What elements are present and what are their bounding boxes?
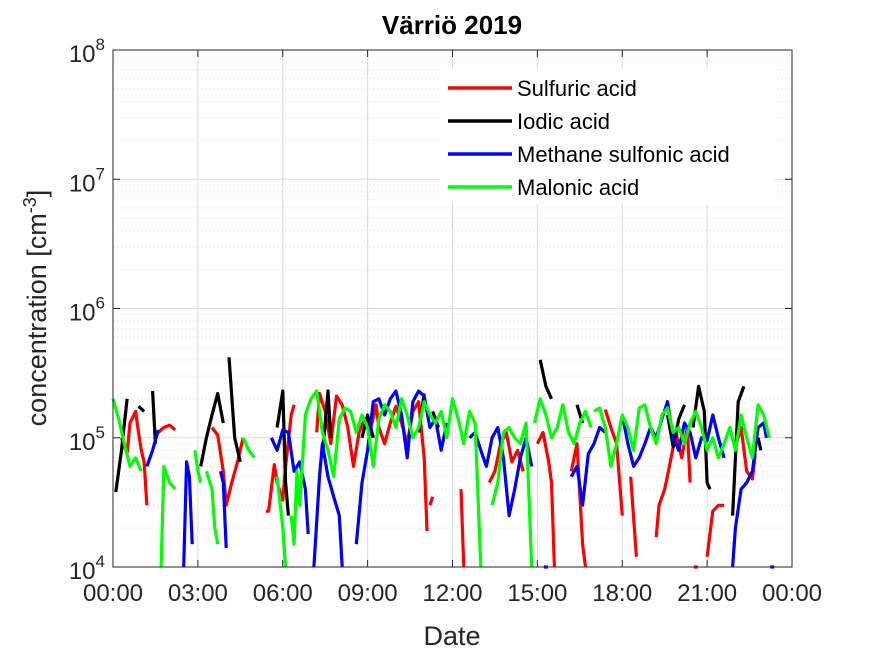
legend-label: Sulfuric acid — [517, 76, 637, 101]
x-axis-label: Date — [423, 621, 480, 651]
ticks: 00:00 03:00 06:00 09:00 12:00 15:00 18:00 21:00… — [69, 35, 822, 607]
series-line — [665, 404, 686, 449]
x-tick-label: 12:00 — [422, 580, 482, 607]
series-line — [629, 476, 638, 557]
series-line — [289, 389, 483, 568]
series-line — [193, 450, 203, 483]
x-tick-label: 09:00 — [338, 580, 398, 607]
y-axis-label: concentration [cm-3] — [20, 190, 52, 427]
series-line — [218, 470, 228, 549]
series-malonic-acid — [111, 389, 771, 568]
series-line — [312, 442, 344, 568]
series-line — [111, 398, 143, 472]
series-line — [459, 489, 466, 568]
series-line — [269, 428, 310, 535]
y-axis-label-exponent: -3 — [20, 197, 40, 213]
series-line — [159, 464, 177, 568]
series-line — [428, 496, 435, 506]
y-axis-label-close: ] — [22, 190, 52, 198]
x-tick-label: 18:00 — [592, 580, 652, 607]
series-line — [204, 470, 220, 545]
legend-label: Malonic acid — [517, 175, 639, 200]
series-line — [691, 384, 712, 490]
legend-label: Methane sulfonic acid — [517, 142, 730, 167]
series-line — [354, 389, 449, 545]
series-line — [532, 397, 593, 446]
y-tick-label: 108 — [69, 35, 105, 68]
series-methane-sulfonic-acid — [145, 389, 775, 569]
x-tick-label: 06:00 — [253, 580, 313, 607]
y-tick-label: 106 — [69, 294, 105, 327]
series-line — [731, 421, 769, 568]
series-line — [603, 409, 624, 516]
series-line — [487, 430, 525, 484]
series-line — [620, 400, 726, 468]
series-line — [569, 425, 607, 507]
chart-title: Värriö 2019 — [382, 10, 522, 40]
series-line — [731, 385, 746, 516]
series-line — [227, 357, 242, 463]
legend: Sulfuric acid Iodic acid Methane sulfonic … — [440, 68, 775, 204]
series-line — [182, 460, 194, 568]
series-line — [275, 389, 290, 516]
x-tick-label: 00:00 — [762, 580, 822, 607]
series-line — [199, 391, 225, 467]
legend-label: Iodic acid — [517, 109, 610, 134]
y-tick-label: 105 — [69, 423, 105, 456]
series-line — [705, 503, 725, 557]
series-line — [468, 425, 534, 518]
legend-background — [440, 68, 775, 204]
series-line — [535, 430, 556, 568]
y-tick-label: 104 — [69, 552, 105, 585]
x-tick-label: 15:00 — [507, 580, 567, 607]
plot-area — [111, 357, 775, 569]
series-line — [490, 421, 534, 568]
series-line — [275, 476, 288, 568]
series-line — [210, 426, 245, 507]
series-line — [119, 409, 149, 506]
series-iodic-acid — [114, 357, 763, 516]
series-line — [538, 359, 553, 400]
y-tick-label: 107 — [69, 164, 105, 197]
x-tick-label: 00:00 — [83, 580, 143, 607]
series-line — [593, 403, 771, 468]
series-line — [241, 437, 256, 459]
y-axis-label-text: concentration [cm — [22, 213, 52, 426]
x-tick-label: 03:00 — [168, 580, 228, 607]
series-line — [151, 390, 157, 444]
series-line — [137, 405, 146, 413]
series-line — [756, 437, 763, 451]
series-line — [145, 429, 160, 467]
series-line — [157, 423, 177, 434]
x-tick-label: 21:00 — [677, 580, 737, 607]
series-line — [114, 398, 129, 493]
